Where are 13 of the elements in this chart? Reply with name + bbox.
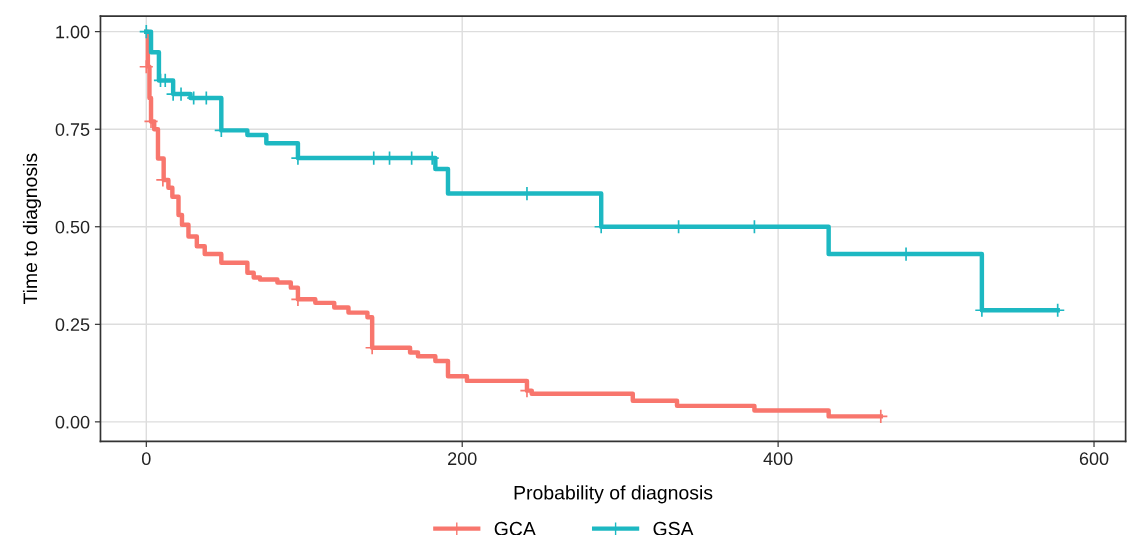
x-axis-title: Probability of diagnosis — [514, 485, 713, 504]
y-tick-label: 0.00 — [55, 415, 90, 429]
x-tick-label: 600 — [1079, 452, 1109, 466]
x-tick-label: 200 — [448, 452, 477, 466]
y-tick-label: 1.00 — [56, 25, 90, 39]
y-tick-label: 0.50 — [55, 220, 90, 234]
y-axis-title: Time to diagnosis — [22, 153, 42, 305]
x-tick-label: 0 — [141, 452, 151, 466]
y-tick-label: 0.75 — [55, 123, 90, 136]
legend-label: GCA — [494, 521, 536, 535]
y-tick-label: 0.25 — [55, 318, 90, 332]
x-tick-label: 400 — [763, 452, 793, 466]
legend-label: GSA — [653, 521, 694, 535]
